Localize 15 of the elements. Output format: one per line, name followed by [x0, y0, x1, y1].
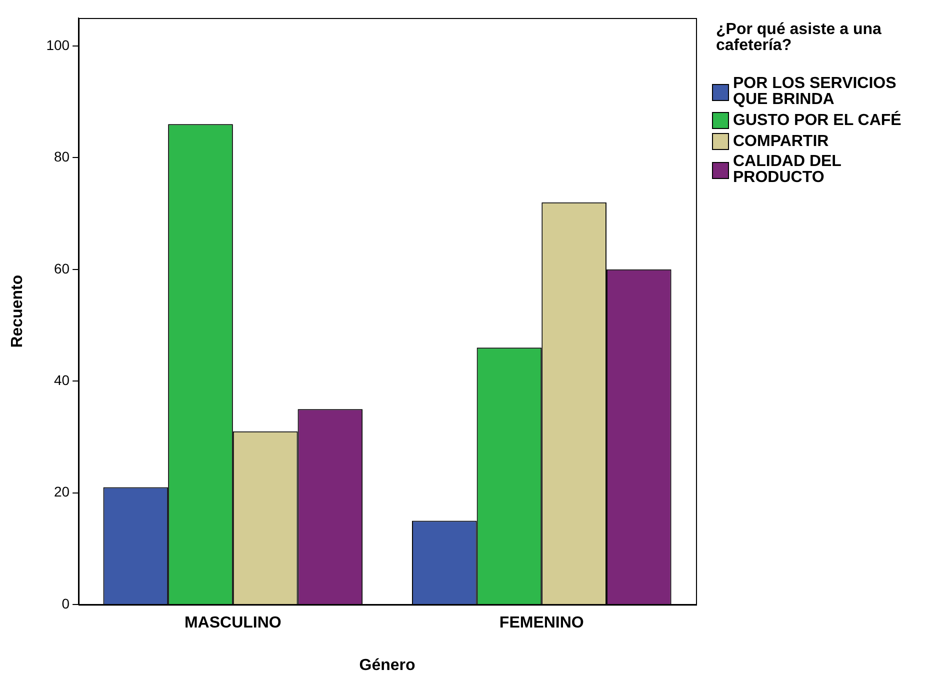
y-tick-label: 60 [54, 260, 70, 276]
y-tick-label: 100 [46, 36, 70, 53]
y-tick-label: 80 [54, 148, 70, 165]
legend-title: ¿Por qué asiste a una cafetería? [715, 21, 882, 54]
x-axis-title: Género [359, 656, 416, 674]
legend-label: CALIDAD DEL PRODUCTO [733, 153, 842, 186]
legend-label: POR LOS SERVICIOS QUE BRINDA [733, 75, 898, 108]
y-axis-title: Recuento [9, 274, 26, 348]
legend-label: GUSTO POR EL CAFÉ [733, 112, 902, 128]
x-tick-label: FEMENINO [499, 614, 584, 632]
y-tick-label: 40 [54, 372, 70, 388]
x-tick-label: MASCULINO [184, 614, 282, 632]
y-tick-label: 20 [54, 484, 70, 500]
legend-label: COMPARTIR [733, 132, 830, 150]
y-tick-label: 0 [62, 595, 70, 612]
